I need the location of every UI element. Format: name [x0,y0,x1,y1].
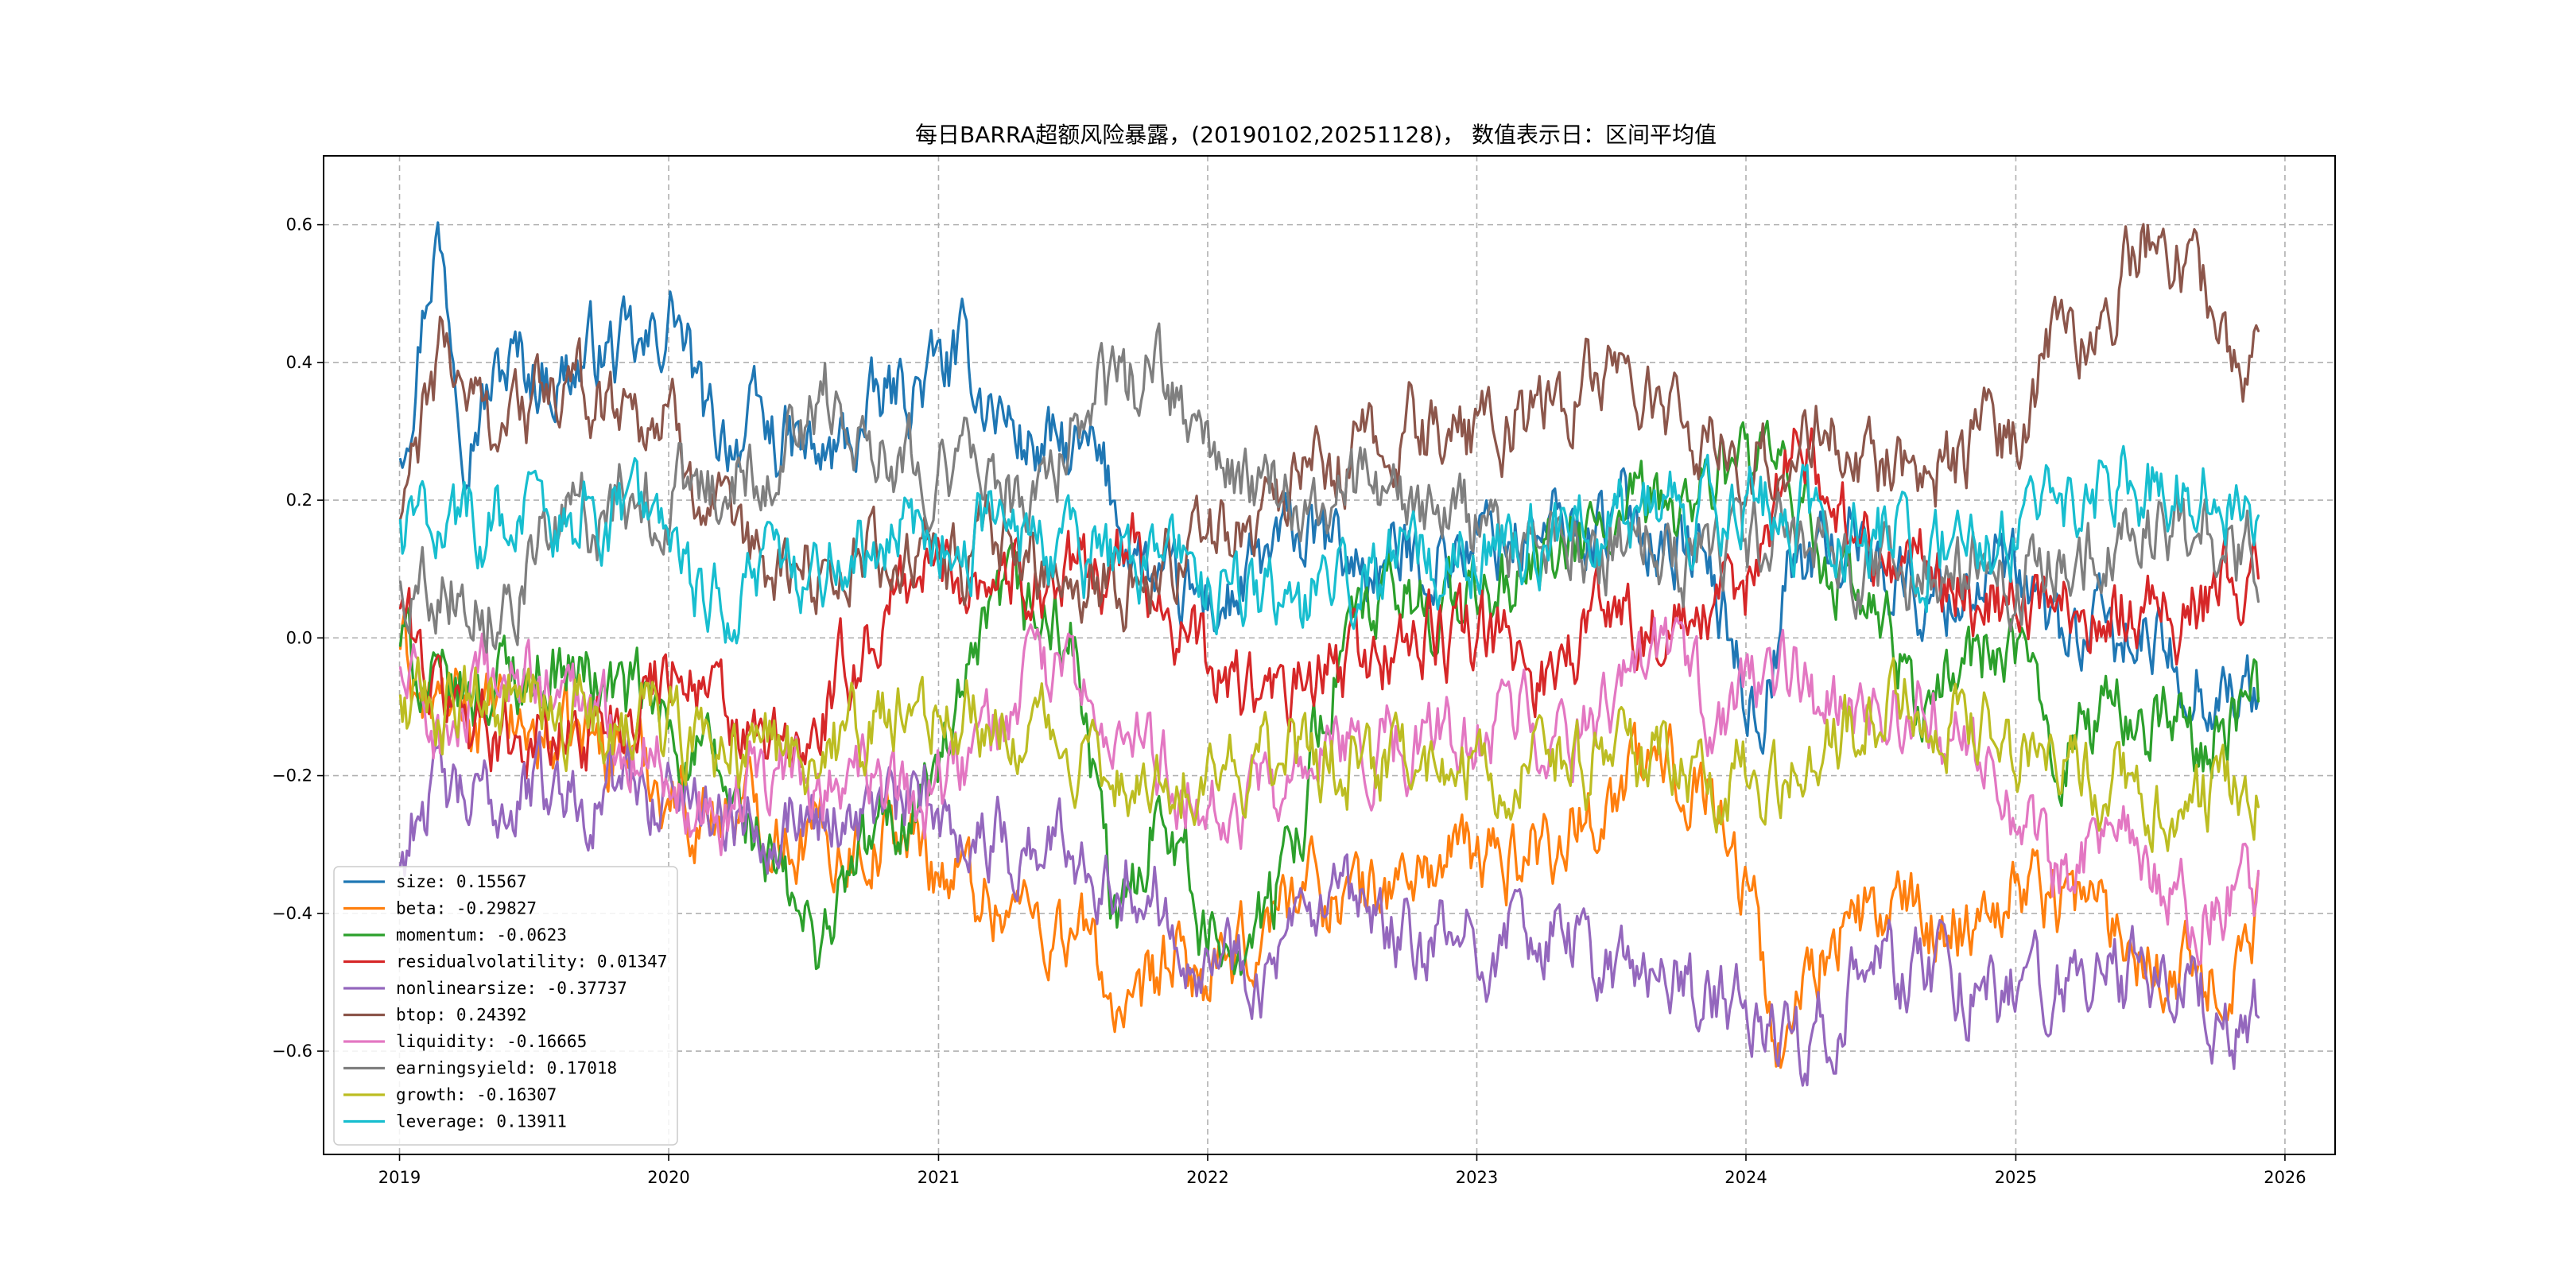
legend-label-liquidity: liquidity: -0.16665 [396,1032,587,1051]
x-tick-label: 2021 [918,1168,960,1187]
y-tick-label: −0.2 [272,766,312,786]
y-tick-label: 0.0 [286,628,312,647]
series-line-leverage [398,444,2260,645]
legend-items: size: 0.15567 beta: -0.29827 momentum: -0.… [343,872,667,1131]
legend-label-beta: beta: -0.29827 [396,899,537,918]
series-layer [398,221,2260,1087]
x-tick-label: 2025 [1995,1168,2037,1187]
series-line-size [398,221,2260,755]
x-tick-label: 2022 [1186,1168,1228,1187]
x-tick-label: 2026 [2264,1168,2306,1187]
series-line-growth [398,656,2260,853]
tick-layer: −0.6 −0.4 −0.2 0.0 0.2 0.4 0.6 2019 2020 2021 2022… [272,215,2306,1187]
x-tick-label: 2024 [1724,1168,1767,1187]
legend-label-btop: btop: 0.24392 [396,1006,526,1025]
y-tick-label: 0.4 [286,353,312,372]
plot-area-frame [323,155,2336,1155]
x-tick-label: 2020 [647,1168,689,1187]
legend-label-nonlinearsize: nonlinearsize: -0.37737 [396,979,627,998]
y-tick-label: −0.6 [272,1042,312,1061]
y-tick-label: −0.4 [272,904,312,923]
series-line-nonlinearsize [398,731,2260,1087]
legend-label-residualvolatility: residualvolatility: 0.01347 [396,952,667,972]
legend-label-growth: growth: -0.16307 [396,1085,557,1104]
y-tick-label: 0.6 [286,215,312,235]
y-tick-label: 0.2 [286,491,312,510]
series-line-btop [398,223,2260,633]
legend-label-leverage: leverage: 0.13911 [396,1112,567,1131]
chart-title: 每日BARRA超额风险暴露，(20190102,20251128)， 数值表示日… [915,122,1717,148]
legend-label-size: size: 0.15567 [396,872,526,891]
legend-label-momentum: momentum: -0.0623 [396,925,567,945]
legend-label-earningsyield: earningsyield: 0.17018 [396,1059,617,1078]
series-line-earningsyield [398,322,2260,654]
legend: size: 0.15567 beta: -0.29827 momentum: -0.… [333,866,678,1146]
x-tick-label: 2019 [378,1168,421,1187]
legend-box [333,866,678,1146]
x-tick-label: 2023 [1456,1168,1498,1187]
